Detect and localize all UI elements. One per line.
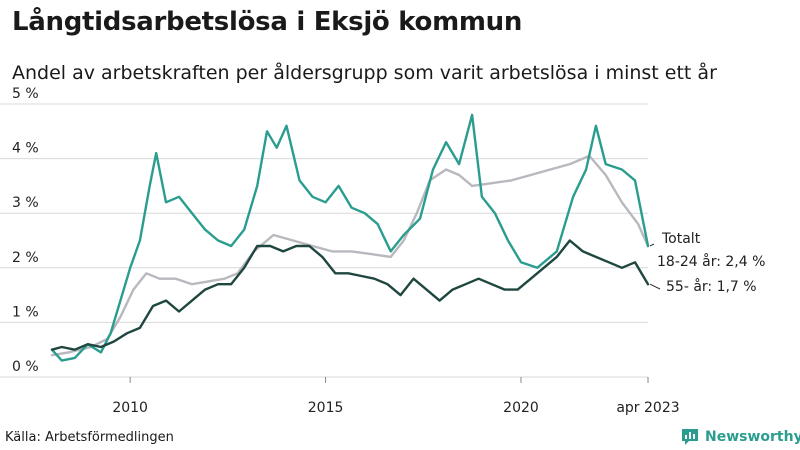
y-tick-label: 4 % — [12, 141, 39, 157]
series-label-55: 55- år: 1,7 % — [666, 278, 757, 295]
x-tick-label: apr 2023 — [616, 400, 679, 416]
series-line-55-r — [50, 239, 650, 351]
series-label-totalt: Totalt — [661, 231, 701, 247]
y-tick-label: 2 % — [12, 250, 39, 266]
x-tick-label: 2010 — [112, 400, 148, 416]
y-tick-label: 0 % — [12, 359, 39, 375]
label-leader — [649, 243, 655, 247]
grid-lines — [0, 103, 648, 378]
series-line-totalt — [50, 154, 650, 357]
brand-name: Newsworthy — [705, 429, 800, 445]
series-lines — [50, 113, 650, 362]
chart-subtitle: Andel av arbetskraften per åldersgrupp s… — [12, 62, 717, 84]
y-tick-label: 1 % — [12, 304, 39, 320]
bar-chart-icon — [682, 429, 698, 445]
x-axis-ticks: 2010 2015 2020 apr 2023 — [112, 377, 680, 416]
series-label-18-24: 18-24 år: 2,4 % — [657, 253, 765, 270]
x-tick-label: 2020 — [503, 400, 539, 416]
x-tick-label: 2015 — [308, 400, 344, 416]
label-leader — [649, 283, 661, 290]
brand-logo: Newsworthy — [680, 427, 800, 447]
source-note: Källa: Arbetsförmedlingen — [5, 430, 174, 445]
series-line-18-24-r — [50, 113, 650, 362]
y-tick-label: 3 % — [12, 195, 39, 211]
y-axis-ticks: 0 % 1 % 2 % 3 % 4 % 5 % — [12, 86, 39, 375]
y-tick-label: 5 % — [12, 86, 39, 102]
series-end-labels: Totalt 18-24 år: 2,4 % 55- år: 1,7 % — [649, 231, 765, 295]
chart-title: Långtidsarbetslösa i Eksjö kommun — [12, 7, 523, 37]
